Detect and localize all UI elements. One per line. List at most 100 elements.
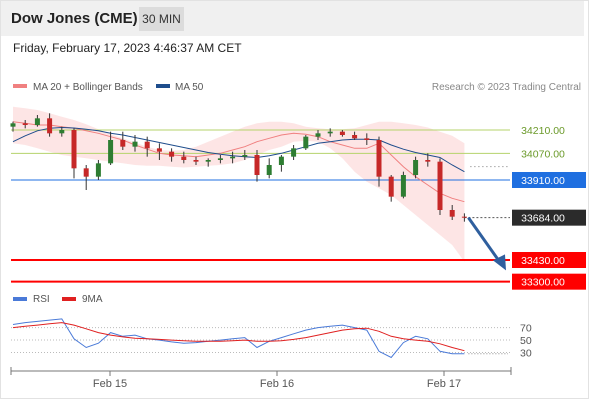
candle-body xyxy=(217,158,223,160)
candle xyxy=(315,130,321,140)
time-axis: Feb 15 Feb 16 Feb 17 xyxy=(10,367,512,390)
candle xyxy=(108,131,114,165)
price-plot: 34210.00 34070.00 33910.00 33684.00 33430.00… xyxy=(10,106,586,290)
candle xyxy=(425,153,431,167)
candle xyxy=(181,151,187,164)
candle xyxy=(339,130,345,137)
candle xyxy=(144,136,150,157)
level-label-last: 33684.00 xyxy=(521,213,565,225)
candle-body xyxy=(230,156,236,159)
candle xyxy=(217,155,223,164)
candle xyxy=(449,205,455,220)
candle xyxy=(278,155,284,172)
chart-datetime: Friday, February 17, 2023 4:46:37 AM CET xyxy=(13,41,242,55)
chart-header: Dow Jones (CME) 30 MIN xyxy=(1,1,584,36)
candle-body xyxy=(388,176,394,197)
candle-body xyxy=(315,133,321,137)
candle-body xyxy=(339,131,345,135)
candle xyxy=(291,145,297,160)
candle-body xyxy=(461,216,467,218)
candle xyxy=(266,158,272,179)
instrument-title: Dow Jones (CME) xyxy=(11,10,138,27)
candle-body xyxy=(400,175,406,197)
candle-body xyxy=(181,156,187,160)
candle-body xyxy=(425,160,431,162)
candle xyxy=(34,115,40,127)
candle-body xyxy=(47,118,53,134)
level-label-pivot: 33910.00 xyxy=(521,175,565,187)
level-label-bg-support xyxy=(512,273,586,290)
rsi-ma-line xyxy=(12,322,465,352)
level-label-bg-resistance xyxy=(512,145,586,162)
level-label-bg-resistance xyxy=(512,122,586,138)
candle-body xyxy=(327,131,333,134)
copyright-text: Research © 2023 Trading Central xyxy=(432,82,581,93)
candle-body xyxy=(108,140,114,164)
candle xyxy=(242,150,248,160)
candle-body xyxy=(10,123,16,127)
candle-body xyxy=(22,123,28,125)
candle xyxy=(156,143,162,160)
candle xyxy=(376,136,382,187)
candle xyxy=(83,165,89,190)
forecast-arrow-shaft xyxy=(467,216,502,264)
time-axis-label: Feb 15 xyxy=(93,378,127,390)
candle-body xyxy=(437,161,443,210)
candle xyxy=(205,158,211,167)
rsi-tick-label: 30 xyxy=(520,348,532,360)
candle-body xyxy=(156,148,162,152)
level-label-bg-pivot xyxy=(512,172,586,188)
candle xyxy=(413,156,419,179)
ma20-legend-label: MA 20 + Bollinger Bands xyxy=(33,82,143,93)
rsi-line xyxy=(12,318,465,359)
candle-body xyxy=(71,130,77,169)
rsi-legend-swatch xyxy=(13,297,27,301)
candle-body xyxy=(449,210,455,217)
bollinger-band xyxy=(13,106,465,262)
rsi-tick-label: 50 xyxy=(520,335,532,347)
candle xyxy=(437,158,443,215)
candle-body xyxy=(352,135,358,139)
candle-body xyxy=(205,160,211,162)
candle xyxy=(71,128,77,179)
candle xyxy=(120,131,126,150)
candle xyxy=(22,120,28,129)
candle-body xyxy=(83,168,89,177)
candle-body xyxy=(144,141,150,149)
candle xyxy=(388,175,394,202)
candle-body xyxy=(59,130,65,134)
candle xyxy=(400,171,406,199)
ma50-legend-label: MA 50 xyxy=(175,82,204,93)
level-label-support: 33300.00 xyxy=(521,277,565,289)
level-label-bg-last xyxy=(512,209,586,226)
candle xyxy=(59,126,65,137)
candle xyxy=(303,135,309,150)
level-label-resistance: 34210.00 xyxy=(521,125,565,137)
rsi-tick-label: 70 xyxy=(520,323,532,335)
ma20-line xyxy=(12,121,465,203)
interval-button[interactable]: 30 MIN xyxy=(139,7,184,31)
candle xyxy=(327,128,333,137)
forecast-arrow-head xyxy=(493,254,506,271)
candle xyxy=(254,150,260,182)
candle xyxy=(352,131,358,140)
candle-body xyxy=(291,148,297,157)
candle xyxy=(95,160,101,180)
candle-body xyxy=(34,118,40,125)
candle xyxy=(169,148,175,162)
ma20-legend-swatch xyxy=(13,84,27,88)
candle-body xyxy=(242,155,248,157)
candle xyxy=(461,213,467,222)
candle-body xyxy=(364,138,370,140)
ma50-legend-swatch xyxy=(156,84,170,88)
level-label-resistance: 34070.00 xyxy=(521,148,565,160)
candle xyxy=(364,133,370,145)
candle-body xyxy=(95,163,101,177)
candle-body xyxy=(120,140,126,147)
candle xyxy=(47,113,53,137)
candle xyxy=(193,156,199,165)
time-axis-label: Feb 16 xyxy=(260,378,294,390)
